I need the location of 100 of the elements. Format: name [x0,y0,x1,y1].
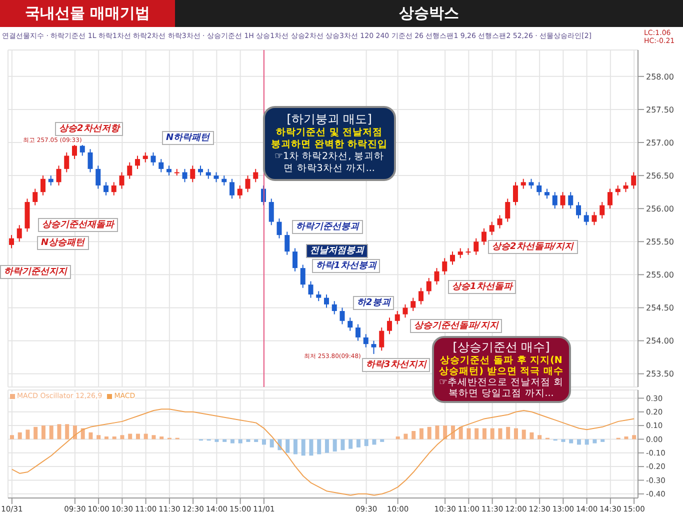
candlestick [387,317,392,335]
candlestick [426,277,432,295]
bar [364,439,368,446]
bar [482,428,486,440]
bar [246,439,250,442]
bar [356,439,360,448]
bar [466,428,471,440]
bar [506,426,510,440]
candlestick [214,172,219,183]
annotation: 상승기준선돌파/지지 [410,319,502,333]
chart-title: 국내선물 매매기법 [0,0,175,27]
annotation: 상승2차선저항 [55,122,124,136]
candlestick [56,165,62,186]
bar [569,439,574,444]
annotation: [하기붕괴 매도] 하락기준선 및 전날저점 붕괴하면 완벽한 하락진입 ☞1차 하락2차선, 붕괴하 면 하락3차선 까지... [271,112,388,175]
y-tick-label: 255.50 [646,237,674,246]
bar [152,435,156,440]
candlestick [482,228,486,246]
bar [104,436,108,440]
y-tick-label: 258.00 [646,72,674,82]
y-tick-label: 257.00 [646,138,674,148]
annotation: 상승2차선돌파/지지 [488,240,578,254]
bar [309,439,314,456]
candlestick [16,224,22,242]
bar [474,428,479,440]
candlestick [142,152,148,163]
candlestick [592,211,597,226]
bar [412,431,416,440]
candlestick [276,218,282,239]
bar [340,439,345,450]
bar [348,439,353,449]
bar [136,434,140,440]
candlestick [284,231,290,256]
candlestick [104,182,108,196]
bar [498,428,502,440]
candlestick [158,158,164,173]
candlestick [402,304,408,318]
candlestick [528,178,534,190]
candlestick [576,201,581,219]
candlestick [536,182,542,196]
candlestick [348,317,353,332]
candlestick [308,280,314,298]
bar [41,426,46,440]
candlestick [584,211,589,226]
candlestick [300,264,306,288]
bar [112,436,116,440]
candlestick [394,310,400,325]
candlestick [379,327,384,352]
candlestick [292,248,298,272]
candlestick [442,258,448,276]
candlestick [450,251,455,266]
bar [324,439,329,453]
candlestick [80,142,85,156]
bar [49,426,54,440]
bar [443,426,448,440]
candlestick [237,184,242,200]
candlestick [505,198,510,222]
bar [600,439,605,442]
bar [65,424,70,440]
candlestick [434,268,440,286]
candlestick [32,188,38,206]
y-tick-label: 254.50 [646,304,674,313]
candlestick [324,294,329,308]
candlestick [615,184,620,196]
candlestick [111,182,116,196]
candlestick [520,178,526,190]
bar [214,439,219,442]
bar [592,439,597,444]
candlestick [119,172,124,190]
bar [458,426,463,440]
annotation: 상승기준선재돌파 [38,218,118,232]
candlestick [608,188,612,210]
candlestick [356,324,360,342]
candlestick [458,248,463,259]
candlestick [135,155,140,170]
annotation: [상승기준선 매수] 상승기준선 돌파 후 지지(N 상승패턴) 받으면 적극 매수 ☞추세반전으로 전날저점 회 복하면 당일고점 까지... [439,340,564,399]
candlestick [560,192,566,210]
y-tick-label: 257.50 [646,105,674,114]
bar [317,439,322,454]
bar [404,434,408,440]
annotation: 하락3차선지지 [362,358,430,372]
annotation: 하2붕괴 [353,296,394,310]
candlestick [253,168,258,183]
bar [286,439,290,453]
bar [10,435,14,440]
bar [293,439,298,454]
candlestick [497,214,502,229]
candlestick [340,307,345,325]
candlestick [150,152,156,166]
bar [128,434,132,440]
candlestick [96,165,101,190]
bar [396,436,400,440]
candlestick [489,221,494,236]
annotation: 하락기준선붕괴 [292,220,363,234]
bar [238,439,242,444]
bar [222,439,227,442]
candlestick [568,192,574,210]
candlestick [513,182,518,206]
bar [435,426,440,440]
candlestick [198,165,203,176]
